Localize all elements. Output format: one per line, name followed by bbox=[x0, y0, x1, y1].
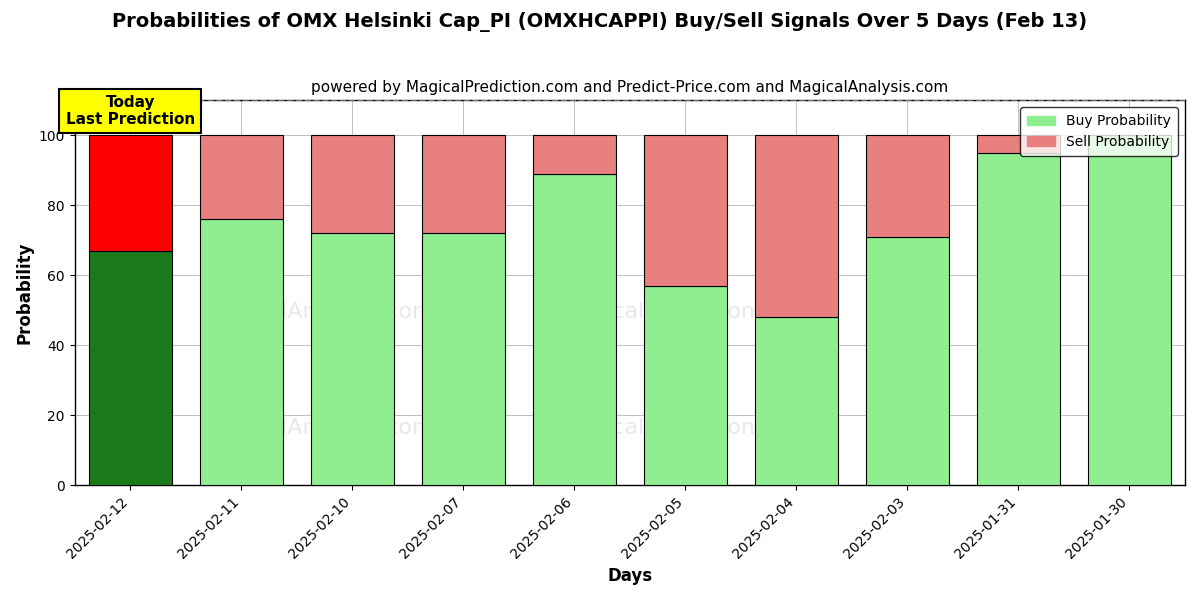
Bar bbox=[1088, 136, 1171, 485]
Bar bbox=[533, 174, 616, 485]
Bar bbox=[865, 136, 949, 237]
Bar bbox=[311, 136, 394, 233]
Text: Probabilities of OMX Helsinki Cap_PI (OMXHCAPPI) Buy/Sell Signals Over 5 Days (F: Probabilities of OMX Helsinki Cap_PI (OM… bbox=[113, 12, 1087, 32]
Text: MagicalPrediction.com: MagicalPrediction.com bbox=[560, 418, 810, 437]
Title: powered by MagicalPrediction.com and Predict-Price.com and MagicalAnalysis.com: powered by MagicalPrediction.com and Pre… bbox=[311, 80, 948, 95]
Text: MagicalPrediction.com: MagicalPrediction.com bbox=[560, 302, 810, 322]
Bar bbox=[977, 153, 1060, 485]
Text: MagicalAnalysis.com: MagicalAnalysis.com bbox=[203, 418, 434, 437]
Y-axis label: Probability: Probability bbox=[16, 242, 34, 344]
Bar bbox=[199, 220, 283, 485]
Bar bbox=[755, 136, 838, 317]
Bar bbox=[421, 233, 505, 485]
Legend: Buy Probability, Sell Probability: Buy Probability, Sell Probability bbox=[1020, 107, 1178, 156]
Bar bbox=[89, 251, 172, 485]
Bar bbox=[865, 237, 949, 485]
Bar bbox=[643, 286, 727, 485]
X-axis label: Days: Days bbox=[607, 567, 653, 585]
Bar bbox=[89, 136, 172, 251]
Text: Today
Last Prediction: Today Last Prediction bbox=[66, 95, 194, 127]
Bar bbox=[311, 233, 394, 485]
Text: MagicalAnalysis.com: MagicalAnalysis.com bbox=[203, 302, 434, 322]
Bar bbox=[421, 136, 505, 233]
Bar bbox=[977, 136, 1060, 153]
Bar bbox=[755, 317, 838, 485]
Bar bbox=[533, 136, 616, 174]
Bar bbox=[643, 136, 727, 286]
Bar bbox=[199, 136, 283, 220]
